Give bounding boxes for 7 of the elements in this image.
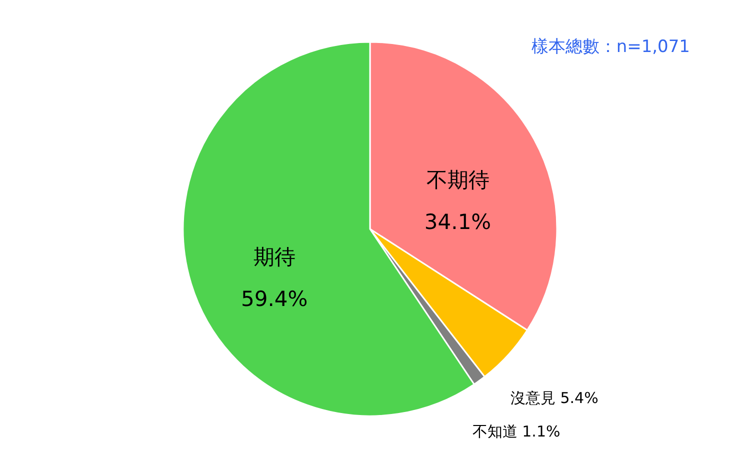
data-label: 59.4% [240, 287, 308, 312]
slice-label: 不知道 1.1% [472, 422, 560, 441]
slice-label: 沒意見 5.4% [510, 388, 598, 407]
slice-label: 不期待 [426, 168, 490, 192]
text: 樣本總數：n=1,071 [531, 37, 690, 57]
slice-label: 期待 [253, 245, 296, 270]
data-label: 34.1% [424, 210, 492, 234]
